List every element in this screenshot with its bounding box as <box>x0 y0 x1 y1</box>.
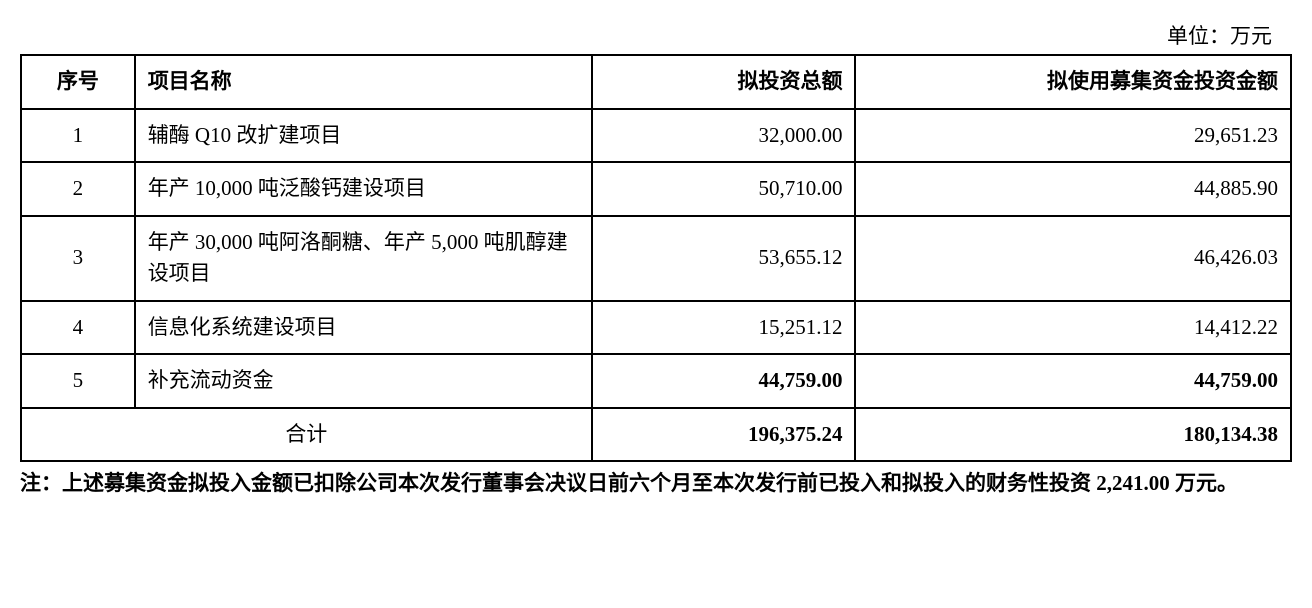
header-amount2: 拟使用募集资金投资金额 <box>855 55 1291 109</box>
cell-name: 补充流动资金 <box>135 354 592 408</box>
table-row: 5补充流动资金44,759.0044,759.00 <box>21 354 1291 408</box>
cell-name: 辅酶 Q10 改扩建项目 <box>135 109 592 163</box>
cell-seq: 5 <box>21 354 135 408</box>
table-header-row: 序号 项目名称 拟投资总额 拟使用募集资金投资金额 <box>21 55 1291 109</box>
table-row: 1辅酶 Q10 改扩建项目32,000.0029,651.23 <box>21 109 1291 163</box>
header-seq: 序号 <box>21 55 135 109</box>
table-total-row: 合计196,375.24180,134.38 <box>21 408 1291 462</box>
cell-name: 年产 10,000 吨泛酸钙建设项目 <box>135 162 592 216</box>
unit-label: 单位：万元 <box>20 20 1292 50</box>
cell-amount2: 46,426.03 <box>855 216 1291 301</box>
cell-amount1: 32,000.00 <box>592 109 856 163</box>
cell-amount1: 50,710.00 <box>592 162 856 216</box>
cell-seq: 2 <box>21 162 135 216</box>
cell-amount2: 44,759.00 <box>855 354 1291 408</box>
cell-name: 信息化系统建设项目 <box>135 301 592 355</box>
cell-name: 年产 30,000 吨阿洛酮糖、年产 5,000 吨肌醇建设项目 <box>135 216 592 301</box>
cell-amount1: 15,251.12 <box>592 301 856 355</box>
cell-amount1: 53,655.12 <box>592 216 856 301</box>
cell-amount1: 44,759.00 <box>592 354 856 408</box>
cell-seq: 1 <box>21 109 135 163</box>
table-row: 2年产 10,000 吨泛酸钙建设项目50,710.0044,885.90 <box>21 162 1291 216</box>
cell-total-label: 合计 <box>21 408 592 462</box>
cell-amount2: 14,412.22 <box>855 301 1291 355</box>
header-amount1: 拟投资总额 <box>592 55 856 109</box>
cell-total-amount1: 196,375.24 <box>592 408 856 462</box>
cell-amount2: 44,885.90 <box>855 162 1291 216</box>
table-row: 4信息化系统建设项目15,251.1214,412.22 <box>21 301 1291 355</box>
cell-seq: 4 <box>21 301 135 355</box>
footnote: 注：上述募集资金拟投入金额已扣除公司本次发行董事会决议日前六个月至本次发行前已投… <box>20 468 1292 500</box>
cell-seq: 3 <box>21 216 135 301</box>
investment-table: 序号 项目名称 拟投资总额 拟使用募集资金投资金额 1辅酶 Q10 改扩建项目3… <box>20 54 1292 462</box>
cell-total-amount2: 180,134.38 <box>855 408 1291 462</box>
table-row: 3年产 30,000 吨阿洛酮糖、年产 5,000 吨肌醇建设项目53,655.… <box>21 216 1291 301</box>
header-name: 项目名称 <box>135 55 592 109</box>
cell-amount2: 29,651.23 <box>855 109 1291 163</box>
